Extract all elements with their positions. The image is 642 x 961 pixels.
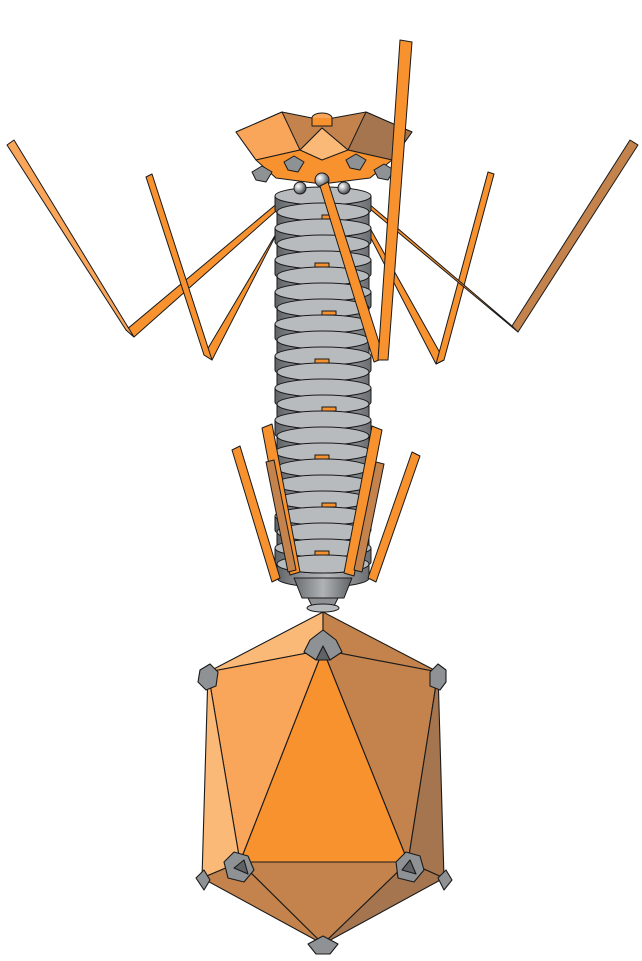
inner-tube-glimpse bbox=[314, 454, 330, 460]
inner-tube-glimpse bbox=[321, 502, 337, 508]
sheath-ring-top bbox=[274, 218, 372, 238]
tail-spike-3 bbox=[265, 459, 297, 573]
tail-fiber-left-distal bbox=[145, 173, 213, 361]
capsid-vertex-top-shade bbox=[315, 645, 331, 661]
capsid-vertex-upper-right bbox=[429, 663, 447, 691]
front-fiber-tall bbox=[377, 39, 413, 361]
tail-spike-1 bbox=[231, 445, 281, 583]
tail-fibers bbox=[6, 139, 639, 365]
inner-tube-glimpse bbox=[321, 310, 337, 316]
capsid-vertex-lower-right-shade bbox=[401, 859, 417, 875]
fiber-hub-knob-left bbox=[293, 181, 307, 195]
baseplate bbox=[235, 111, 413, 195]
tail-spike-4 bbox=[343, 425, 383, 577]
tail-fiber-far-left-distal bbox=[6, 139, 135, 338]
sheath-ring-top bbox=[274, 378, 372, 398]
capsid-vertex-upper-left bbox=[197, 663, 219, 691]
sheath-ring-top bbox=[274, 314, 372, 334]
tail-fiber-far-left bbox=[125, 185, 299, 338]
fiber-hub-knob-right bbox=[337, 181, 351, 195]
tail-spike-5 bbox=[353, 461, 385, 573]
tail-fiber-far-right-distal bbox=[511, 139, 639, 333]
baseplate-vertex-left bbox=[251, 165, 273, 183]
sheath-ring-top bbox=[276, 330, 370, 350]
baseplate-center-plate bbox=[299, 127, 349, 161]
capsid-vertex-lower-left-shade bbox=[233, 859, 249, 875]
tail-fiber-far-right bbox=[347, 185, 519, 333]
tail-fiber-right-distal bbox=[435, 171, 495, 365]
inner-tube-glimpse bbox=[321, 406, 337, 412]
sheath-ring-top bbox=[274, 410, 372, 430]
tail-spikes bbox=[231, 423, 421, 583]
baseplate-vertex-mid-left bbox=[283, 155, 305, 173]
baseplate-vertex-mid-right bbox=[345, 153, 367, 171]
front-fibers bbox=[319, 39, 413, 363]
neck bbox=[293, 577, 353, 613]
inner-tube-glimpse bbox=[314, 550, 330, 556]
capsid-head bbox=[195, 611, 453, 955]
inner-tube-glimpse bbox=[314, 262, 330, 268]
baseplate-hub-stem bbox=[311, 118, 333, 127]
inner-tube-glimpse bbox=[314, 358, 330, 364]
sheath-ring-top bbox=[276, 362, 370, 382]
neck-cone bbox=[293, 577, 353, 599]
sheath-ring-top bbox=[274, 474, 372, 494]
sheath-ring-top bbox=[276, 426, 370, 446]
capsid-vertex-top bbox=[303, 629, 343, 661]
tail-spike-6 bbox=[367, 451, 421, 583]
neck-ring bbox=[306, 603, 340, 613]
sheath-ring-top bbox=[276, 458, 370, 478]
sheath-ring-top bbox=[276, 234, 370, 254]
capsid-vertex-bottom bbox=[307, 935, 339, 955]
capsid-vertex-side-right bbox=[437, 869, 453, 891]
capsid-vertex-side-left bbox=[195, 869, 211, 891]
